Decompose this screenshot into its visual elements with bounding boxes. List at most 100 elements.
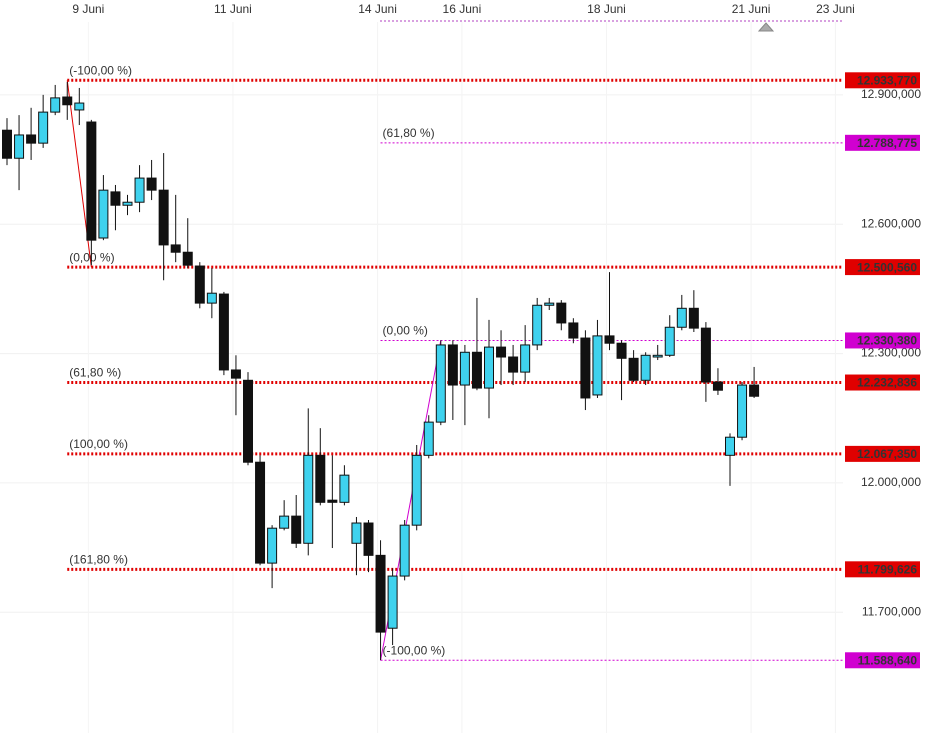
fib-label: (61,80 %) <box>383 126 435 140</box>
candle-body <box>363 522 374 556</box>
candle-body <box>604 335 615 344</box>
candle-body <box>74 102 85 111</box>
price-tag-label: 12.933,770 <box>857 73 917 87</box>
candle-body <box>484 346 494 389</box>
y-tick-label: 12.300,000 <box>861 346 921 360</box>
candle-body <box>435 344 446 423</box>
candle-body <box>688 307 699 329</box>
candle-body <box>568 322 579 339</box>
candle-body <box>737 384 748 438</box>
candle-body <box>327 499 338 503</box>
candle-body <box>255 461 266 564</box>
candle-body <box>315 454 326 503</box>
candle-body <box>146 177 157 191</box>
price-tag-label: 12.067,350 <box>857 447 917 461</box>
x-tick-label: 23 Juni <box>816 2 855 16</box>
candle-body <box>134 177 145 203</box>
candle-body <box>628 357 639 381</box>
candle-body <box>508 356 519 373</box>
candle-body <box>38 111 49 144</box>
x-tick-label: 18 Juni <box>587 2 626 16</box>
y-tick-label: 12.600,000 <box>861 216 921 230</box>
candle-body <box>580 337 591 399</box>
fib-label: (0,00 %) <box>69 250 114 264</box>
fib-label: (-100,00 %) <box>69 63 132 77</box>
y-tick-label: 12.000,000 <box>861 475 921 489</box>
price-tag <box>845 72 920 89</box>
candle-body <box>652 354 663 358</box>
fib-label: (161,80 %) <box>69 552 128 566</box>
candle-body <box>700 327 711 383</box>
price-tag <box>845 134 920 151</box>
candle-body <box>86 121 97 241</box>
candle-body <box>471 351 482 389</box>
candle-body <box>230 369 241 379</box>
candle-body <box>194 265 205 304</box>
candle-body <box>544 302 555 306</box>
candle-body <box>279 515 290 529</box>
candle-body <box>339 474 350 503</box>
candle-body <box>182 251 193 266</box>
x-tick-label: 9 Juni <box>72 2 104 16</box>
price-tag <box>845 259 920 276</box>
price-tag-label: 12.232,836 <box>857 376 917 390</box>
candle-body <box>62 96 73 106</box>
price-tag-label: 11.588,640 <box>858 653 918 667</box>
candle-body <box>399 524 410 577</box>
candle-body <box>158 189 169 246</box>
candle-body <box>387 575 398 629</box>
candle-body <box>243 379 253 463</box>
x-tick-label: 11 Juni <box>214 2 252 16</box>
candle-body <box>26 134 37 144</box>
candle-body <box>375 554 386 633</box>
price-tag-label: 12.500,560 <box>857 260 917 274</box>
candle-body <box>303 454 314 544</box>
x-tick-label: 21 Juni <box>732 2 771 16</box>
candle-body <box>110 191 121 206</box>
candle-body <box>170 244 181 253</box>
candle-body <box>267 527 278 564</box>
candle-body <box>520 344 531 373</box>
candle-body <box>532 304 543 346</box>
fib-label: (61,80 %) <box>69 366 121 380</box>
candle-body <box>411 454 422 526</box>
candle-body <box>50 97 61 113</box>
candle-body <box>459 351 470 386</box>
candle-body <box>712 381 723 391</box>
candle-body <box>556 302 567 324</box>
price-tag <box>845 332 920 349</box>
fib-label: (-100,00 %) <box>383 643 446 657</box>
price-tag-label: 11.799,626 <box>858 562 918 576</box>
candle-body <box>218 293 229 371</box>
candle-body <box>447 344 458 386</box>
fib-label: (0,00 %) <box>383 324 428 338</box>
x-tick-label: 14 Juni <box>358 2 397 16</box>
candle-body <box>351 522 362 544</box>
price-tag-label: 12.788,775 <box>857 136 917 150</box>
price-tag <box>845 374 920 391</box>
candle-body <box>725 436 735 456</box>
candle-body <box>749 384 760 397</box>
candle-body <box>14 134 25 159</box>
y-tick-label: 12.900,000 <box>861 87 921 101</box>
candle-body <box>291 515 302 544</box>
candle-body <box>616 342 627 359</box>
candle-body <box>122 201 133 206</box>
candle-body <box>592 335 603 396</box>
candle-body <box>676 307 687 328</box>
x-tick-label: 16 Juni <box>443 2 482 16</box>
fib-label: (100,00 %) <box>69 437 128 451</box>
price-tag <box>845 652 920 669</box>
candle-body <box>640 354 651 381</box>
price-tag-label: 12.330,380 <box>857 334 917 348</box>
candle-body <box>206 292 217 304</box>
y-tick-label: 11.700,000 <box>862 604 921 618</box>
candle-body <box>496 346 507 358</box>
time-marker <box>757 22 775 32</box>
candle-body <box>98 189 109 239</box>
candle-body <box>423 421 434 456</box>
price-tag <box>845 445 920 462</box>
candle-body <box>2 129 12 159</box>
candle-body <box>664 326 675 356</box>
